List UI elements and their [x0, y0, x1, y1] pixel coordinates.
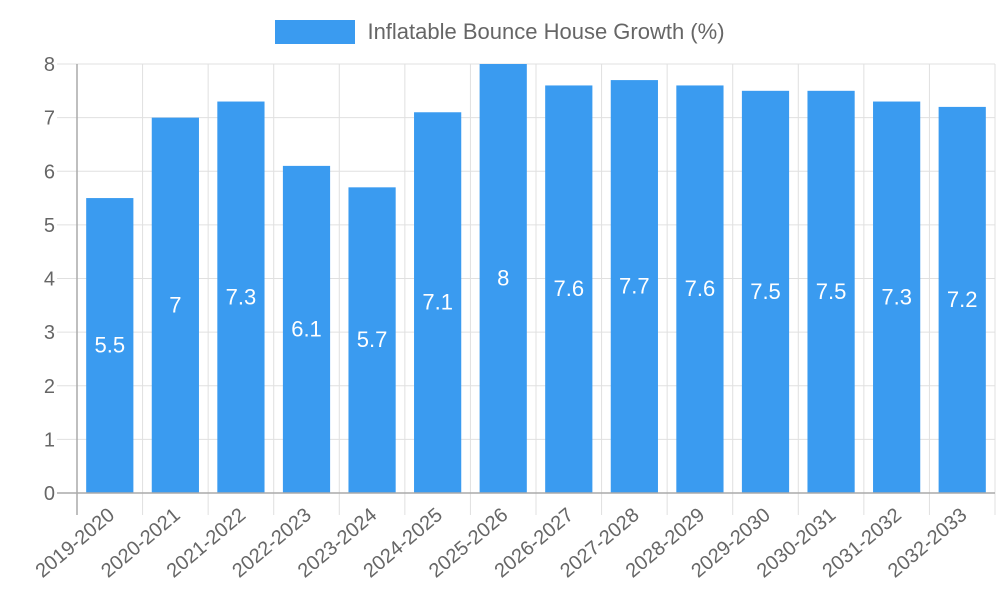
bar-value-label: 7.7	[619, 274, 650, 299]
y-tick-label: 5	[44, 215, 55, 237]
bar[interactable]	[545, 85, 593, 493]
bar[interactable]	[741, 90, 790, 493]
bar-value-label: 7.1	[422, 290, 453, 315]
y-axis-tick-labels: 0 1 2 3 4 5 6 7 8	[44, 54, 55, 505]
chart-legend[interactable]: Inflatable Bounce House Growth (%)	[0, 19, 1000, 45]
bar[interactable]	[873, 101, 921, 493]
bar-value-label: 5.7	[357, 327, 388, 352]
legend-swatch	[275, 20, 356, 44]
x-axis-tick-labels: 2019-20202020-20212021-20222022-20232023…	[32, 504, 972, 582]
bar-value-label: 7.2	[947, 287, 978, 312]
axes	[57, 64, 995, 515]
bar[interactable]	[151, 117, 199, 493]
bar-value-label: 7.6	[553, 276, 584, 301]
bar-value-label: 7	[169, 292, 181, 317]
bar-value-label: 7.3	[226, 284, 257, 309]
bar[interactable]	[676, 85, 724, 493]
y-tick-label: 7	[44, 108, 55, 130]
bar[interactable]	[86, 198, 134, 493]
bar-value-label: 8	[497, 266, 509, 291]
bar-value-label: 7.5	[750, 279, 781, 304]
y-tick-label: 0	[44, 483, 55, 505]
y-tick-label: 8	[44, 54, 55, 76]
y-tick-label: 1	[44, 429, 55, 451]
bar-value-label: 5.5	[94, 333, 125, 358]
bar-value-label: 7.3	[881, 284, 912, 309]
bar[interactable]	[938, 106, 986, 494]
y-tick-label: 6	[44, 161, 55, 183]
y-tick-label: 2	[44, 376, 55, 398]
bar[interactable]	[348, 187, 396, 493]
legend-label: Inflatable Bounce House Growth (%)	[367, 19, 725, 44]
bars	[86, 64, 986, 494]
bar-value-label: 6.1	[291, 316, 322, 341]
bar[interactable]	[807, 90, 855, 493]
bar[interactable]	[282, 165, 331, 493]
data-labels: 5.5 7 7.3 6.1 5.7 7.1 8 7.6 7.7 7.6 7.5 7.5 7.3 7.2	[94, 266, 977, 358]
bar[interactable]	[479, 64, 527, 493]
bar-value-label: 7.5	[816, 279, 847, 304]
bar[interactable]	[217, 101, 265, 493]
y-tick-label: 3	[44, 322, 55, 344]
y-tick-label: 4	[44, 269, 55, 291]
bar[interactable]	[414, 112, 462, 493]
bar-value-label: 7.6	[685, 276, 716, 301]
bar[interactable]	[610, 80, 658, 494]
